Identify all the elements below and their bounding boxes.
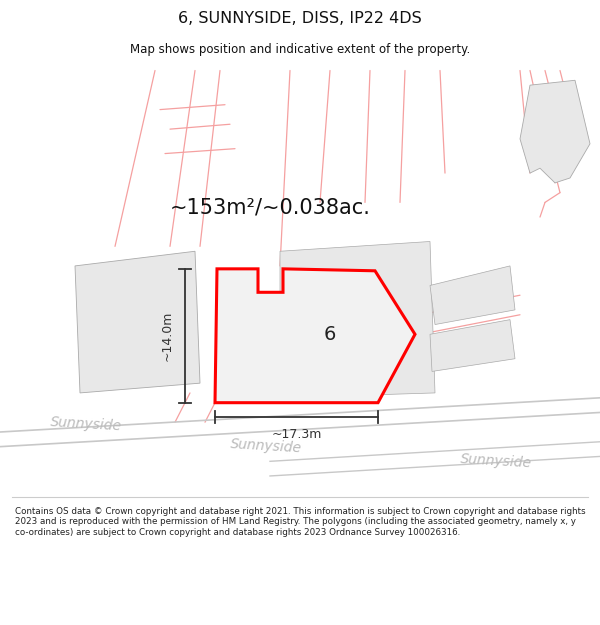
Text: Sunnyside: Sunnyside bbox=[50, 415, 122, 433]
Text: 6: 6 bbox=[324, 325, 336, 344]
Polygon shape bbox=[215, 269, 415, 402]
Text: ~14.0m: ~14.0m bbox=[161, 311, 173, 361]
Polygon shape bbox=[430, 266, 515, 324]
Polygon shape bbox=[430, 319, 515, 371]
Polygon shape bbox=[280, 241, 435, 398]
Text: ~17.3m: ~17.3m bbox=[271, 428, 322, 441]
Polygon shape bbox=[520, 80, 590, 183]
Text: Sunnyside: Sunnyside bbox=[230, 438, 302, 456]
Text: Map shows position and indicative extent of the property.: Map shows position and indicative extent… bbox=[130, 42, 470, 56]
Polygon shape bbox=[75, 251, 200, 393]
Text: ~153m²/~0.038ac.: ~153m²/~0.038ac. bbox=[170, 198, 370, 217]
Text: 6, SUNNYSIDE, DISS, IP22 4DS: 6, SUNNYSIDE, DISS, IP22 4DS bbox=[178, 11, 422, 26]
Text: Contains OS data © Crown copyright and database right 2021. This information is : Contains OS data © Crown copyright and d… bbox=[15, 507, 586, 536]
Text: Sunnyside: Sunnyside bbox=[460, 452, 532, 471]
